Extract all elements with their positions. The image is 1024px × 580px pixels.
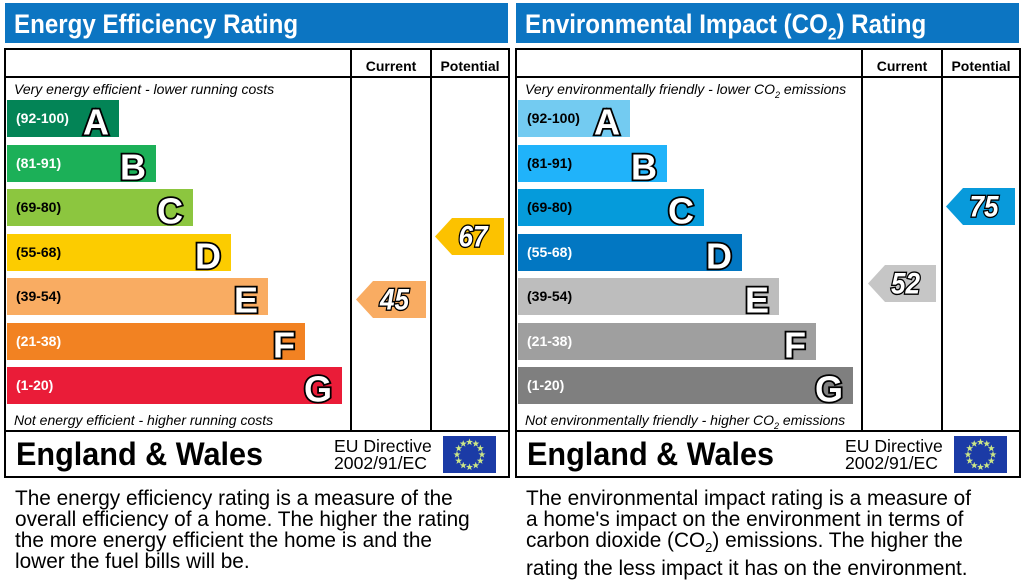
svg-text:G: G	[815, 369, 843, 407]
svg-text:G: G	[304, 369, 332, 407]
svg-text:C: C	[668, 191, 694, 229]
svg-text:C: C	[157, 191, 183, 229]
svg-text:E: E	[234, 280, 258, 318]
svg-text:F: F	[273, 324, 295, 362]
svg-text:B: B	[631, 146, 657, 184]
svg-text:45: 45	[379, 284, 410, 317]
svg-text:75: 75	[970, 190, 1000, 223]
svg-text:E: E	[745, 280, 769, 318]
svg-text:D: D	[195, 235, 221, 273]
svg-text:D: D	[706, 235, 732, 273]
svg-text:A: A	[594, 102, 620, 140]
svg-text:67: 67	[459, 221, 489, 254]
svg-text:A: A	[83, 102, 109, 140]
svg-text:F: F	[784, 324, 806, 362]
svg-text:B: B	[120, 146, 146, 184]
svg-text:52: 52	[891, 267, 920, 300]
